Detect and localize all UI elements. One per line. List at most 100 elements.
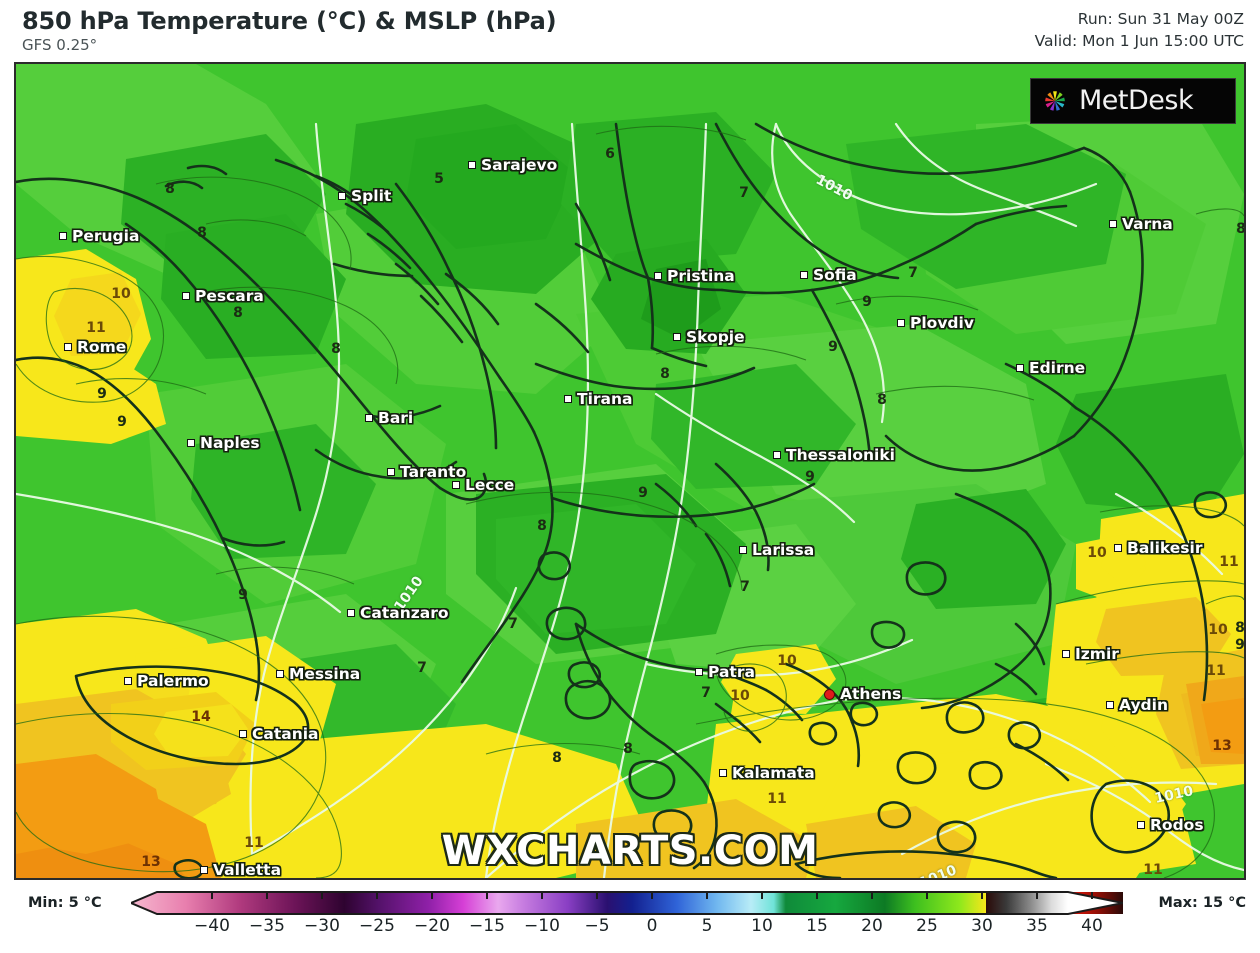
city-marker[interactable]: Larissa: [739, 541, 814, 559]
city-marker[interactable]: Balikesir: [1114, 539, 1203, 557]
city-highlight-dot-icon: [824, 688, 835, 700]
city-label: Taranto: [400, 463, 467, 481]
pinwheel-icon: [1045, 91, 1065, 111]
city-marker[interactable]: Bari: [365, 409, 413, 427]
city-dot-icon: [365, 414, 373, 422]
temperature-contour-label: 10: [730, 688, 750, 704]
city-label: Skopje: [686, 328, 745, 346]
city-label: Messina: [289, 665, 361, 683]
city-label: Balikesir: [1127, 539, 1203, 557]
legend-tick: −25: [359, 916, 395, 936]
city-dot-icon: [338, 192, 346, 200]
city-dot-icon: [59, 232, 67, 240]
city-label: Pristina: [667, 267, 735, 285]
isobar-label: 1010: [1153, 783, 1195, 807]
city-label: Edirne: [1029, 359, 1086, 377]
city-marker[interactable]: Naples: [187, 434, 260, 452]
city-dot-icon: [773, 451, 781, 459]
city-dot-icon: [1016, 364, 1024, 372]
temperature-contour-label: 8: [660, 366, 670, 382]
temperature-contour-label: 11: [767, 791, 787, 807]
map-overlay: 8 8 10 11 8 8 9 9 6 5 7 7 9 9 8 8 8 9 9 8 7 9 7 7 7 10 10 8 8 11 11 13 1…: [16, 64, 1244, 878]
city-label: Lecce: [465, 476, 515, 494]
legend-tick: −30: [304, 916, 340, 936]
city-label: Naples: [200, 434, 260, 452]
city-marker[interactable]: Rome: [64, 338, 126, 356]
temperature-contour-label: 8: [623, 741, 633, 757]
city-marker[interactable]: Catanzaro: [347, 604, 449, 622]
legend-tick: 30: [971, 916, 993, 936]
city-dot-icon: [673, 333, 681, 341]
city-marker[interactable]: Athens: [824, 685, 901, 703]
city-marker[interactable]: Valletta: [200, 861, 282, 879]
city-marker[interactable]: Edirne: [1016, 359, 1085, 377]
run-timestamp: Run: Sun 31 May 00Z: [1077, 10, 1244, 28]
temperature-contour-label: 7: [701, 685, 711, 701]
weather-map[interactable]: MetDesk 8 8 10 11 8 8 9 9 6 5 7 7 9 9 8 8 8 9 9 8 7 9 7 7 7 10 10 8…: [14, 62, 1246, 880]
city-marker[interactable]: Palermo: [124, 672, 209, 690]
legend-tick: 25: [916, 916, 938, 936]
city-marker[interactable]: Izmir: [1062, 645, 1119, 663]
temperature-contour-label: 11: [244, 835, 264, 851]
color-scale-legend: Min: 5 °C Max: 15 °C: [0, 884, 1260, 953]
city-label: Catania: [252, 725, 319, 743]
city-marker[interactable]: Split: [338, 187, 391, 205]
city-marker[interactable]: Sarajevo: [468, 156, 557, 174]
city-marker[interactable]: Catania: [239, 725, 319, 743]
temperature-contour-label: 9: [1235, 637, 1245, 653]
legend-max-label: Max: 15 °C: [1158, 895, 1246, 911]
city-label: Plovdiv: [910, 314, 974, 332]
temperature-contour-label: 9: [805, 469, 815, 485]
city-marker[interactable]: Messina: [276, 665, 360, 683]
temperature-contour-label: 8: [331, 341, 341, 357]
city-dot-icon: [719, 769, 727, 777]
temperature-contour-label: 8: [165, 181, 175, 197]
city-marker[interactable]: Varna: [1109, 215, 1173, 233]
city-marker[interactable]: Rodos: [1137, 816, 1204, 834]
city-marker[interactable]: Sofia: [800, 266, 857, 284]
city-dot-icon: [800, 271, 808, 279]
legend-tick: −10: [524, 916, 560, 936]
city-marker[interactable]: Perugia: [59, 227, 139, 245]
city-dot-icon: [452, 481, 460, 489]
city-label: Larissa: [752, 541, 815, 559]
temperature-contour-label: 8: [233, 305, 243, 321]
isobar-label: 1010: [813, 171, 855, 205]
city-dot-icon: [1137, 821, 1145, 829]
city-dot-icon: [654, 272, 662, 280]
temperature-contour-label: 9: [97, 386, 107, 402]
city-label: Valletta: [213, 861, 282, 879]
temperature-contour-label: 10: [1208, 622, 1228, 638]
temperature-contour-label: 10: [1087, 545, 1107, 561]
city-label: Tirana: [577, 390, 633, 408]
legend-min-label: Min: 5 °C: [28, 895, 102, 911]
city-dot-icon: [187, 439, 195, 447]
city-marker[interactable]: Tirana: [564, 390, 632, 408]
city-marker[interactable]: Thessaloniki: [773, 446, 895, 464]
city-label: Catanzaro: [360, 604, 449, 622]
city-marker[interactable]: Pristina: [654, 267, 735, 285]
temperature-contour-label: 7: [417, 660, 427, 676]
temperature-contour-label: 10: [111, 286, 131, 302]
city-marker[interactable]: Taranto: [387, 463, 466, 481]
legend-tick: 35: [1026, 916, 1048, 936]
legend-tick: −40: [194, 916, 230, 936]
metdesk-wordmark: MetDesk: [1079, 84, 1194, 116]
temperature-contour-label: 11: [1206, 663, 1226, 679]
temperature-contour-label: 13: [141, 854, 161, 870]
city-dot-icon: [1062, 650, 1070, 658]
legend-tick: 15: [806, 916, 828, 936]
city-marker[interactable]: Patra: [695, 663, 755, 681]
city-marker[interactable]: Plovdiv: [897, 314, 974, 332]
map-raster: [16, 64, 1244, 878]
legend-tick: −35: [249, 916, 285, 936]
city-marker[interactable]: Kalamata: [719, 764, 815, 782]
city-label: Bari: [378, 409, 414, 427]
city-marker[interactable]: Pescara: [182, 287, 264, 305]
city-marker[interactable]: Skopje: [673, 328, 745, 346]
city-marker[interactable]: Aydin: [1106, 696, 1168, 714]
city-marker[interactable]: Lecce: [452, 476, 514, 494]
legend-tick: 10: [751, 916, 773, 936]
temperature-contour-label: 13: [1212, 738, 1232, 754]
temperature-contour-label: 10: [777, 653, 797, 669]
